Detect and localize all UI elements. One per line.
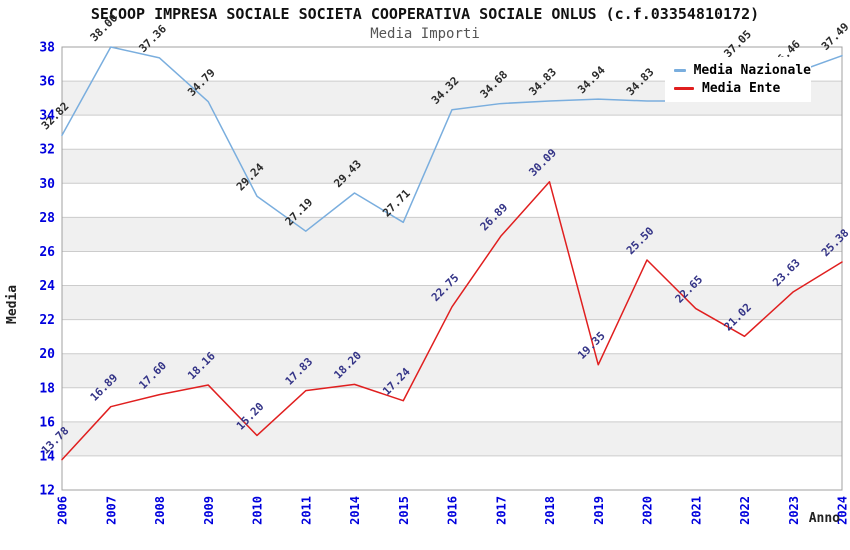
legend: Media Nazionale Media Ente (665, 57, 811, 102)
chart-subtitle: Media Importi (370, 26, 480, 42)
x-tick-label: 2007 (104, 496, 118, 525)
x-tick-label: 2017 (494, 496, 508, 525)
plot-band (62, 251, 842, 286)
plot-band (62, 285, 842, 320)
y-tick-label: 30 (39, 177, 55, 192)
y-tick-label: 20 (39, 347, 55, 362)
legend-line-swatch-nazionale (674, 68, 686, 72)
y-tick-label: 18 (39, 381, 55, 396)
y-tick-label: 28 (39, 211, 55, 226)
legend-line-swatch-ente (674, 87, 694, 91)
x-tick-label: 2022 (738, 496, 752, 525)
plot-band (62, 319, 842, 354)
plot-border (61, 46, 843, 491)
series-line-ente (61, 181, 843, 461)
y-tick-label: 38 (39, 41, 55, 56)
x-tick-label: 2015 (397, 496, 411, 525)
legend-item-media-nazionale: Media Nazionale (674, 63, 811, 78)
data-label-nazionale: 38.00 (88, 12, 121, 45)
plot-band (62, 217, 842, 252)
x-tick-label: 2021 (689, 496, 703, 525)
x-tick-label: 2009 (202, 496, 216, 525)
x-tick-label: 2014 (348, 496, 362, 525)
y-tick-label: 14 (39, 449, 55, 464)
y-tick-label: 32 (39, 143, 55, 158)
y-tick-label: 26 (39, 245, 55, 260)
x-axis-title: Anno (808, 511, 840, 526)
legend-item-media-ente: Media Ente (674, 81, 811, 96)
plot-band (62, 115, 842, 150)
legend-label-nazionale: Media Nazionale (693, 62, 811, 78)
y-tick-label: 34 (39, 109, 55, 124)
y-tick-label: 16 (39, 415, 55, 430)
y-tick-label: 22 (39, 313, 55, 328)
x-tick-label: 2019 (592, 496, 606, 525)
x-tick-label: 2020 (641, 496, 655, 525)
y-axis-title: Media (5, 284, 20, 324)
plot-band (62, 353, 842, 388)
x-tick-label: 2024 (836, 496, 850, 525)
plot-band (62, 149, 842, 184)
plot-band (62, 421, 842, 456)
x-tick-label: 2023 (787, 496, 801, 525)
plot-band (62, 387, 842, 422)
x-tick-label: 2016 (446, 496, 460, 525)
x-tick-label: 2018 (543, 496, 557, 525)
x-tick-label: 2008 (153, 496, 167, 525)
x-tick-label: 2010 (251, 496, 265, 525)
y-tick-label: 12 (39, 484, 55, 499)
y-tick-label: 24 (39, 279, 55, 294)
plot-band (62, 455, 842, 490)
x-tick-label: 2006 (56, 496, 70, 525)
x-tick-label: 2011 (299, 496, 313, 525)
y-tick-label: 36 (39, 75, 55, 90)
chart-title: SECOOP IMPRESA SOCIALE SOCIETA COOPERATI… (90, 5, 760, 23)
legend-label-ente: Media Ente (702, 81, 781, 97)
plot-band (62, 183, 842, 218)
